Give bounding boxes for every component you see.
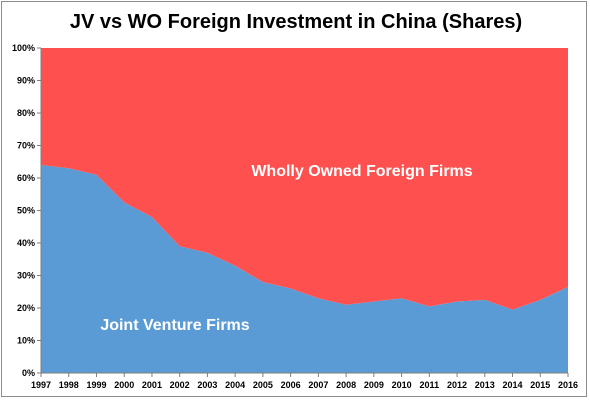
y-tick-label: 50% <box>17 206 35 216</box>
x-tick-label: 2014 <box>503 380 523 390</box>
x-tick-label: 2009 <box>364 380 384 390</box>
y-tick-label: 100% <box>12 43 35 53</box>
y-tick-label: 70% <box>17 141 35 151</box>
x-tick-label: 2008 <box>336 380 356 390</box>
area-series-wholly-owned-foreign-firms <box>41 48 568 310</box>
x-tick-label: 2013 <box>475 380 495 390</box>
x-tick-label: 2004 <box>225 380 245 390</box>
x-tick-label: 2003 <box>197 380 217 390</box>
x-tick-label: 1999 <box>86 380 106 390</box>
jv-series-label: Joint Venture Firms <box>100 317 249 334</box>
area-layer <box>41 48 568 373</box>
y-tick-label: 80% <box>17 108 35 118</box>
x-tick-label: 2011 <box>420 380 440 390</box>
axes: 0% 10% 20% 30% 40% 50% 60% 70% 80% 90% 100% 1997 199… <box>12 43 578 390</box>
chart-title: JV vs WO Foreign Investment in China (Sh… <box>70 11 522 33</box>
x-tick-label: 2007 <box>308 380 328 390</box>
x-tick-label: 2010 <box>392 380 412 390</box>
x-tick-label: 2006 <box>281 380 301 390</box>
x-tick-label: 2012 <box>447 380 467 390</box>
x-tick-label: 2001 <box>142 380 162 390</box>
x-tick-label: 1997 <box>31 380 51 390</box>
y-tick-label: 0% <box>22 368 35 378</box>
x-tick-label: 2015 <box>530 380 550 390</box>
x-tick-label: 1998 <box>59 380 79 390</box>
wo-series-label: Wholly Owned Foreign Firms <box>251 163 472 180</box>
area-series-joint-venture-firms <box>41 165 568 373</box>
x-tick-label: 2002 <box>170 380 190 390</box>
y-tick-label: 60% <box>17 173 35 183</box>
x-tick-label: 2000 <box>114 380 134 390</box>
y-tick-label: 20% <box>17 303 35 313</box>
y-tick-label: 30% <box>17 271 35 281</box>
y-tick-label: 10% <box>17 336 35 346</box>
x-tick-label: 2016 <box>558 380 578 390</box>
y-tick-label: 40% <box>17 238 35 248</box>
y-tick-label: 90% <box>17 76 35 86</box>
x-tick-label: 2005 <box>253 380 273 390</box>
